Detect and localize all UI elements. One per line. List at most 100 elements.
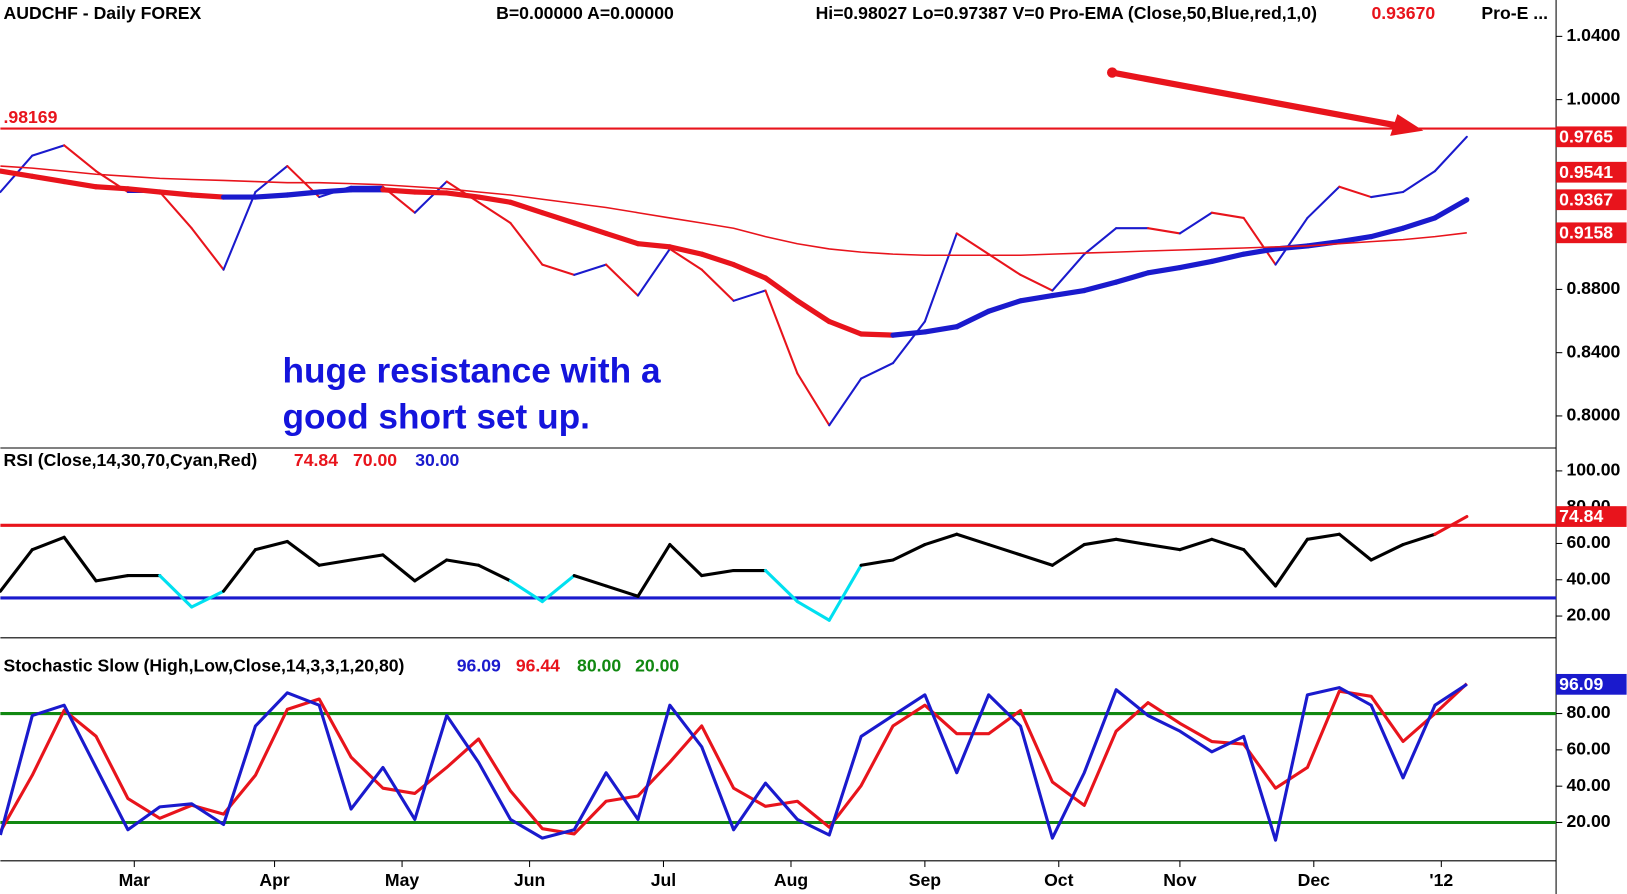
series-segment (157, 189, 195, 198)
series-segment (63, 144, 98, 173)
series-segment (1018, 553, 1054, 567)
series-segment (1273, 537, 1309, 588)
series-segment (827, 563, 863, 622)
last-value-label: 74.84 (1559, 506, 1603, 526)
last-value-label: 0.9765 (1559, 126, 1613, 146)
series-segment (222, 190, 257, 271)
series-segment (860, 362, 895, 380)
series-segment (0, 548, 34, 593)
y-tick-label: 40.00 (1566, 775, 1610, 795)
series-segment (190, 227, 225, 271)
series-segment (1242, 548, 1278, 588)
series-segment (189, 192, 227, 200)
chart-title: AUDCHF - Daily FOREX (4, 3, 202, 23)
x-tick-label: Jul (651, 870, 676, 890)
rsi-title: RSI (Close,14,30,70,Cyan,Red) (4, 450, 258, 470)
arrow-shaft (1111, 69, 1404, 130)
series-segment (381, 553, 417, 583)
series-segment (1402, 170, 1436, 194)
y-tick-label: 60.00 (1566, 739, 1610, 759)
series-segment (253, 539, 289, 552)
series-segment (1209, 251, 1247, 265)
plot-marks (0, 127, 1557, 842)
last-value-box (1556, 506, 1627, 527)
series-segment (413, 558, 449, 583)
series-segment (316, 187, 354, 195)
series-segment (444, 190, 482, 200)
x-tick-label: Jun (514, 870, 545, 890)
series-segment (954, 308, 992, 330)
series-segment (667, 244, 705, 257)
last-value-label: 96.09 (1559, 674, 1603, 694)
series-segment (955, 232, 990, 256)
series-segment (62, 535, 98, 583)
last-value-box (1556, 126, 1627, 148)
series-segment (732, 289, 767, 302)
stoch-level: 80.00 (577, 656, 621, 676)
series-segment (1242, 216, 1277, 266)
series-segment (826, 318, 864, 337)
series-segment (795, 599, 831, 622)
rsi-readout: 74.84 (294, 450, 338, 470)
series-segment (1145, 264, 1183, 276)
series-segment (828, 377, 863, 427)
series-segment (158, 190, 193, 230)
series-segment (1210, 537, 1246, 552)
y-tick-label: 80.00 (1566, 702, 1610, 722)
series-segment (987, 253, 1022, 276)
arrow-tail (1107, 67, 1118, 78)
y-tick-label: 20.00 (1566, 811, 1610, 831)
last-value-box (1556, 189, 1627, 211)
series-segment (158, 574, 194, 609)
series-segment (508, 579, 544, 604)
series-segment (221, 548, 257, 593)
series-segment (539, 210, 577, 226)
series-segment (30, 535, 66, 552)
series-segment (1400, 215, 1438, 231)
annotation: huge resistance with a (282, 352, 660, 391)
y-tick-label: 40.00 (1566, 568, 1610, 588)
series-segment (1433, 514, 1469, 536)
series-segment (1081, 279, 1119, 294)
series-segment (1017, 292, 1055, 304)
y-tick-label: 1.0400 (1566, 25, 1620, 45)
series-segment (796, 372, 831, 427)
stoch-level: 20.00 (635, 656, 679, 676)
series-segment (1146, 227, 1181, 235)
series-segment (317, 558, 353, 567)
series-segment (254, 165, 289, 194)
series-segment (1336, 233, 1374, 245)
series-segment (284, 189, 322, 198)
series-segment (986, 298, 1024, 314)
x-tick-label: May (385, 870, 419, 890)
series-segment (1210, 211, 1245, 219)
last-value-label: 0.9158 (1559, 222, 1613, 242)
series-segment (413, 180, 448, 214)
series-segment (94, 574, 130, 583)
series-line (0, 165, 1467, 257)
series-segment (794, 298, 832, 325)
y-tick-label: 20.00 (1566, 605, 1610, 625)
series-segment (1432, 197, 1470, 221)
series-segment (1051, 253, 1086, 292)
series-segment (987, 543, 1023, 557)
series-segment (1401, 532, 1437, 547)
y-tick-label: 1.0000 (1566, 88, 1620, 108)
marker-label: 0.9541 (1559, 162, 1613, 182)
series-segment (764, 289, 799, 375)
series-segment (1083, 227, 1118, 256)
series-segment (922, 324, 960, 335)
series-segment (507, 199, 545, 216)
series-segment (923, 232, 958, 323)
series-segment (1177, 258, 1215, 271)
series-segment (412, 189, 450, 196)
series-segment (509, 221, 544, 266)
series-segment (923, 532, 959, 547)
marker-box (1556, 161, 1627, 183)
series-segment (1369, 543, 1405, 562)
series-segment (31, 144, 66, 157)
x-tick-label: Nov (1163, 870, 1196, 890)
x-tick-label: Sep (909, 870, 942, 890)
series-line (0, 682, 1468, 836)
series-segment (0, 168, 35, 179)
